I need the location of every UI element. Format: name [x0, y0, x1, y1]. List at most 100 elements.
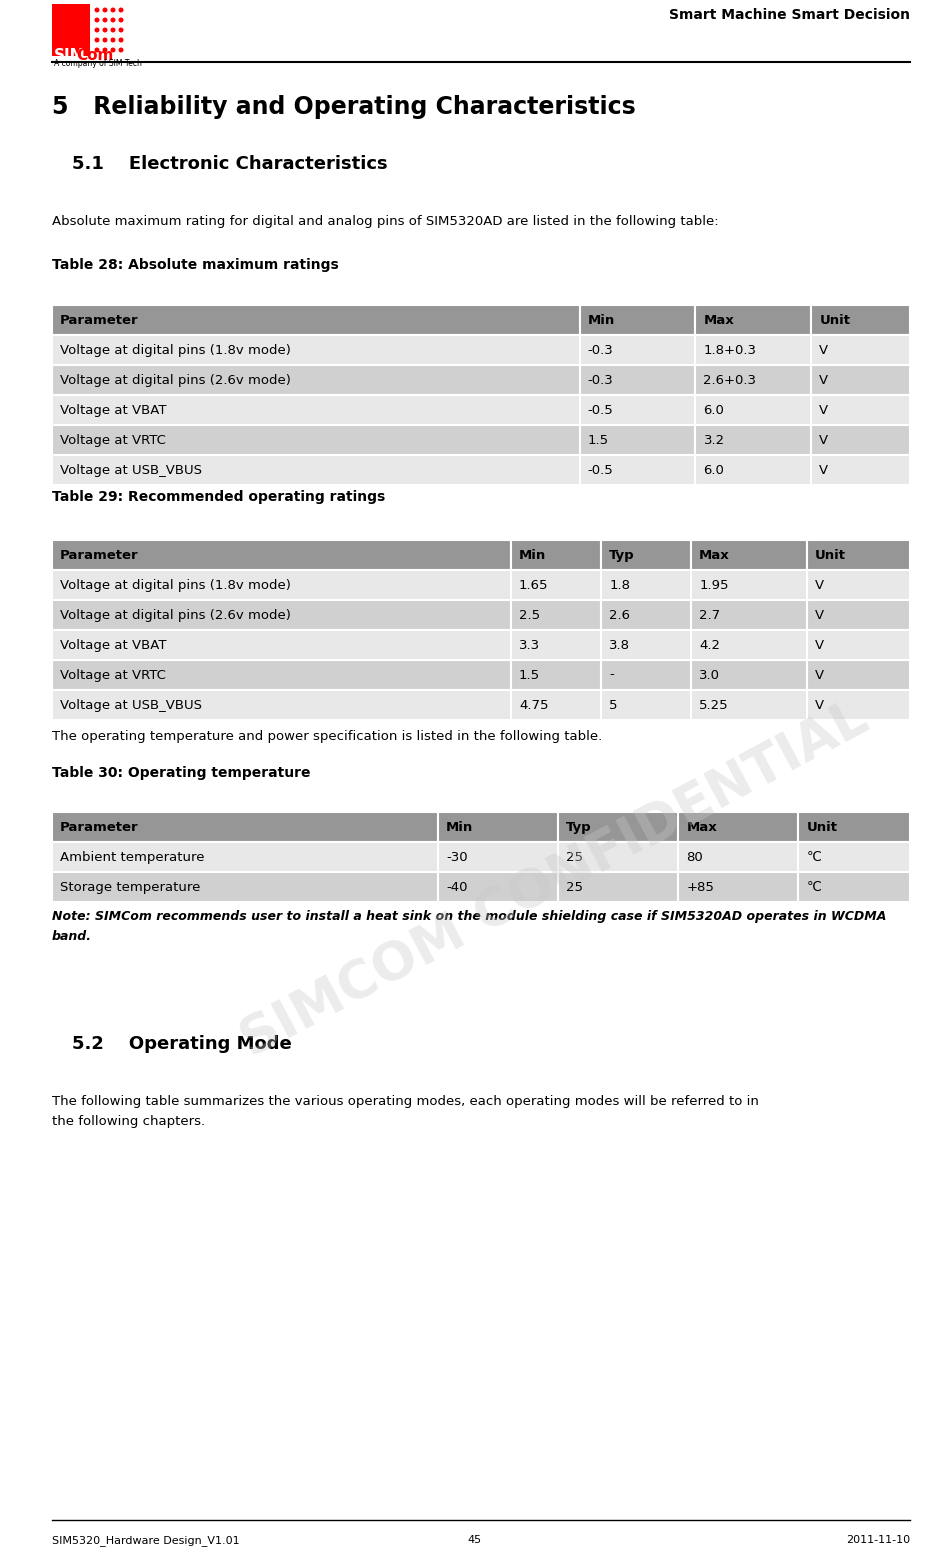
- Text: 45: 45: [468, 1534, 481, 1545]
- Text: -0.5: -0.5: [587, 464, 613, 476]
- Text: 5.25: 5.25: [699, 698, 729, 712]
- Text: 6.0: 6.0: [703, 464, 724, 476]
- Text: Voltage at USB_VBUS: Voltage at USB_VBUS: [60, 464, 202, 476]
- Text: SIM: SIM: [54, 48, 85, 62]
- Bar: [691, 599, 807, 631]
- Text: 5.1    Electronic Characteristics: 5.1 Electronic Characteristics: [72, 155, 387, 173]
- Text: 25: 25: [567, 851, 584, 863]
- Text: 1.95: 1.95: [699, 579, 729, 592]
- Bar: [807, 660, 910, 690]
- Bar: [558, 841, 679, 873]
- Bar: [679, 812, 798, 841]
- Text: Storage temperature: Storage temperature: [60, 880, 200, 893]
- Bar: [601, 690, 691, 720]
- Circle shape: [110, 28, 116, 33]
- Text: Smart Machine Smart Decision: Smart Machine Smart Decision: [669, 8, 910, 22]
- Text: Parameter: Parameter: [60, 548, 139, 562]
- Bar: [691, 540, 807, 570]
- Text: V: V: [815, 668, 824, 682]
- Bar: [691, 631, 807, 660]
- Text: 2.5: 2.5: [519, 609, 540, 621]
- Text: Unit: Unit: [807, 821, 837, 834]
- Text: -0.3: -0.3: [587, 373, 613, 387]
- Text: V: V: [815, 638, 824, 651]
- Bar: [580, 365, 696, 395]
- Bar: [52, 873, 438, 902]
- Text: 5: 5: [609, 698, 618, 712]
- Bar: [691, 660, 807, 690]
- Bar: [52, 570, 511, 599]
- Bar: [811, 395, 910, 425]
- Bar: [438, 873, 558, 902]
- Text: A company of SIM Tech: A company of SIM Tech: [54, 59, 141, 69]
- Bar: [811, 336, 910, 365]
- Text: Max: Max: [686, 821, 717, 834]
- Bar: [511, 570, 601, 599]
- Bar: [52, 631, 511, 660]
- Text: Voltage at VBAT: Voltage at VBAT: [60, 638, 166, 651]
- Bar: [558, 812, 679, 841]
- Bar: [52, 304, 580, 336]
- Text: Voltage at digital pins (1.8v mode): Voltage at digital pins (1.8v mode): [60, 343, 291, 356]
- Text: 2.6: 2.6: [609, 609, 630, 621]
- Text: V: V: [815, 698, 824, 712]
- Text: Voltage at USB_VBUS: Voltage at USB_VBUS: [60, 698, 202, 712]
- Text: Max: Max: [703, 314, 735, 326]
- Text: 2.6+0.3: 2.6+0.3: [703, 373, 756, 387]
- Text: 2.7: 2.7: [699, 609, 720, 621]
- Text: The following table summarizes the various operating modes, each operating modes: The following table summarizes the vario…: [52, 1094, 759, 1108]
- Text: Voltage at VBAT: Voltage at VBAT: [60, 403, 166, 417]
- Bar: [52, 540, 511, 570]
- Text: Table 29: Recommended operating ratings: Table 29: Recommended operating ratings: [52, 490, 385, 504]
- Text: Voltage at digital pins (1.8v mode): Voltage at digital pins (1.8v mode): [60, 579, 291, 592]
- Bar: [52, 454, 580, 485]
- Bar: [438, 841, 558, 873]
- Text: Voltage at VRTC: Voltage at VRTC: [60, 668, 166, 682]
- Text: Parameter: Parameter: [60, 821, 139, 834]
- Circle shape: [119, 17, 123, 22]
- Text: Typ: Typ: [567, 821, 592, 834]
- Text: the following chapters.: the following chapters.: [52, 1115, 205, 1129]
- Text: Com: Com: [76, 48, 113, 62]
- Text: Parameter: Parameter: [60, 314, 139, 326]
- Bar: [52, 812, 438, 841]
- Bar: [807, 599, 910, 631]
- Text: Typ: Typ: [609, 548, 635, 562]
- Circle shape: [119, 28, 123, 33]
- Text: -30: -30: [446, 851, 468, 863]
- Bar: [52, 365, 580, 395]
- Text: Voltage at VRTC: Voltage at VRTC: [60, 434, 166, 446]
- Bar: [811, 454, 910, 485]
- Circle shape: [95, 17, 100, 22]
- Text: V: V: [819, 464, 828, 476]
- Bar: [511, 599, 601, 631]
- Bar: [691, 690, 807, 720]
- Bar: [807, 631, 910, 660]
- Text: ℃: ℃: [807, 880, 821, 893]
- Bar: [807, 540, 910, 570]
- Bar: [52, 425, 580, 454]
- Text: The operating temperature and power specification is listed in the following tab: The operating temperature and power spec…: [52, 731, 603, 743]
- Bar: [580, 454, 696, 485]
- Bar: [696, 454, 811, 485]
- Text: -0.5: -0.5: [587, 403, 613, 417]
- Bar: [601, 570, 691, 599]
- Bar: [807, 690, 910, 720]
- Text: Voltage at digital pins (2.6v mode): Voltage at digital pins (2.6v mode): [60, 609, 291, 621]
- Text: V: V: [819, 373, 828, 387]
- Text: +85: +85: [686, 880, 715, 893]
- Text: 6.0: 6.0: [703, 403, 724, 417]
- Bar: [601, 540, 691, 570]
- Text: Table 28: Absolute maximum ratings: Table 28: Absolute maximum ratings: [52, 258, 339, 272]
- Text: 4.2: 4.2: [699, 638, 720, 651]
- Bar: [696, 304, 811, 336]
- Bar: [580, 336, 696, 365]
- Bar: [679, 873, 798, 902]
- Circle shape: [102, 37, 107, 42]
- Bar: [798, 873, 910, 902]
- Text: SIM5320_Hardware Design_V1.01: SIM5320_Hardware Design_V1.01: [52, 1534, 240, 1545]
- Circle shape: [110, 47, 116, 53]
- Bar: [691, 570, 807, 599]
- Text: Max: Max: [699, 548, 730, 562]
- Circle shape: [102, 8, 107, 12]
